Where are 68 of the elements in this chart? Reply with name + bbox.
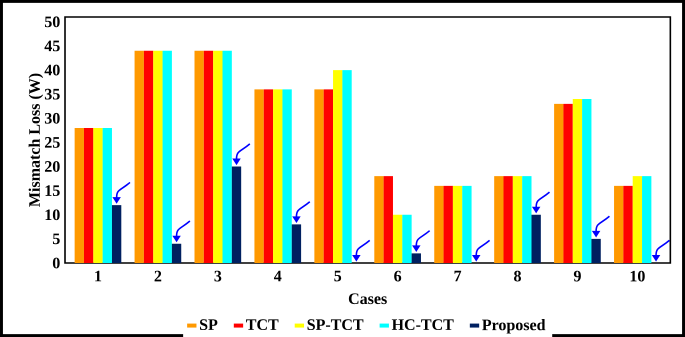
bar [563,104,573,263]
bar [582,99,592,263]
bar [222,50,232,263]
bar [572,99,582,263]
x-tick-label: 10 [630,270,645,282]
bar [204,50,214,263]
bar [162,50,172,263]
bar [512,176,522,263]
y-tick-label: 25 [44,137,60,148]
bar [384,176,393,263]
bar [324,89,334,263]
legend-label: SP-TCT [308,319,364,330]
bar [273,89,282,263]
legend-label: Proposed [482,319,546,334]
bar [522,176,532,263]
bar [264,89,274,263]
bar [102,128,112,263]
x-axis-title: Cases [348,293,387,304]
legend-label: TCT [246,319,278,330]
y-tick-label: 30 [44,112,60,124]
bar [374,176,384,263]
bar [213,50,223,263]
y-tick-label: 5 [52,234,60,244]
bar [314,89,324,263]
y-tick-label: 0 [52,258,60,268]
y-tick-label: 10 [46,209,60,220]
x-tick-label: 5 [334,270,342,282]
bar [84,128,94,263]
bar [444,186,453,263]
bar [254,89,264,263]
x-tick-label: 4 [274,270,282,282]
bar [342,70,352,263]
y-tick-label: 15 [46,185,60,196]
x-tick-label: 8 [514,270,521,282]
bar [614,186,624,263]
bar [402,214,412,263]
bar [462,186,472,263]
x-tick-label: 7 [454,270,462,282]
y-axis-title: Mismatch Loss (W) [28,74,44,207]
bar [134,50,144,263]
bar [642,176,652,263]
x-tick-label: 1 [95,270,102,282]
bar [452,186,462,263]
bar [632,176,642,263]
bar [494,176,504,263]
bar [194,50,204,263]
bar [74,128,84,263]
bar [144,50,154,263]
y-tick-label: 40 [44,64,60,76]
y-tick-label: 35 [44,88,60,100]
x-tick-label: 2 [154,270,162,282]
bar [554,104,564,263]
legend-label: HC-TCT [392,319,454,330]
bar [282,89,292,263]
x-tick-label: 9 [574,270,581,282]
bar [153,50,163,263]
y-tick-label: 50 [44,16,60,28]
bar [504,176,513,263]
bar [623,186,633,263]
bar [434,186,444,263]
bar [93,128,103,263]
x-tick-label: 3 [214,270,222,282]
y-tick-label: 45 [44,40,60,52]
bar [333,70,342,263]
y-tick-label: 20 [44,161,60,172]
x-tick-label: 6 [394,270,402,282]
legend-label: SP [200,319,218,330]
bar [392,214,402,263]
